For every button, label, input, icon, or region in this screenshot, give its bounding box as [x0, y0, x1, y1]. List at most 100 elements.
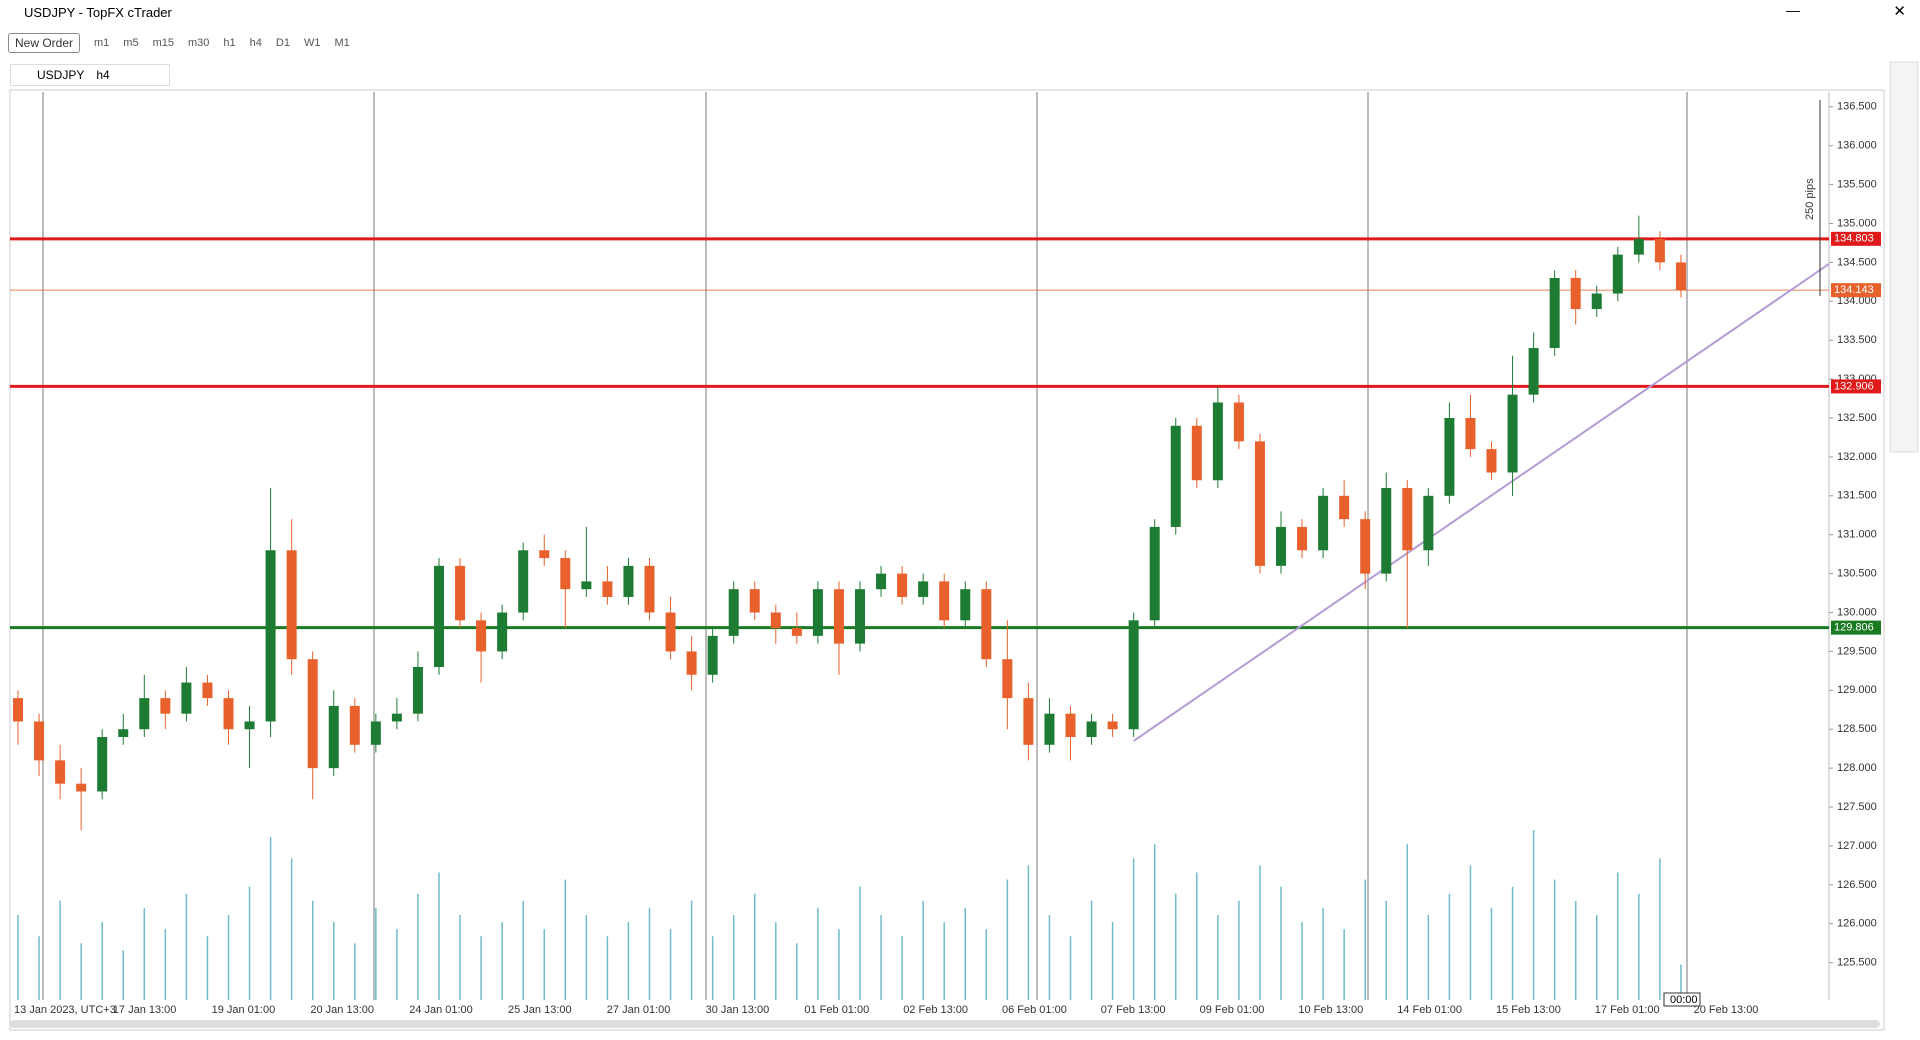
new-order-button[interactable]: New Order [8, 33, 81, 53]
candle-body [497, 612, 508, 652]
crosshair-box [1663, 992, 1701, 1007]
candle-body [602, 581, 613, 597]
candle-body [1191, 425, 1202, 481]
candle-body [1486, 449, 1497, 473]
drawing-toolbar [1889, 61, 1919, 453]
scrollbar [10, 1020, 1880, 1028]
candle-body [328, 705, 339, 769]
timeframe-button[interactable]: m30 [187, 37, 210, 49]
price-level-box [1831, 379, 1881, 394]
close[interactable]: ✕ [1893, 3, 1906, 20]
candle-body [13, 698, 23, 722]
y-tick-label: 126.000 [1837, 918, 1877, 930]
chart-frame [9, 89, 1885, 1031]
candle-body [181, 682, 192, 714]
x-tick-label: 20 Jan 13:00 [310, 1004, 374, 1016]
timeframe-button[interactable]: h1 [223, 37, 236, 49]
y-tick-label: 132.500 [1837, 412, 1877, 424]
candle-body [1570, 277, 1581, 310]
candle-body [1254, 441, 1265, 566]
candle-body [1128, 620, 1139, 730]
x-tick-label: 06 Feb 01:00 [1002, 1004, 1067, 1016]
candle-body [370, 721, 381, 745]
candle-body [1591, 293, 1602, 310]
x-tick-label: 17 Jan 13:00 [113, 1004, 177, 1016]
candle-body [1318, 495, 1329, 551]
candle-body [244, 721, 255, 730]
candle-body [349, 705, 360, 745]
candle-body [855, 589, 865, 644]
x-tick-label: 20 Feb 13:00 [1694, 1004, 1759, 1016]
price-level-box [1831, 283, 1881, 298]
candle-body [1633, 239, 1644, 255]
minimize[interactable]: — [1786, 2, 1800, 18]
candle-body [139, 698, 150, 730]
timeframe-button[interactable]: m1 [94, 37, 110, 49]
candle-body [1549, 277, 1560, 348]
candle-body [160, 698, 171, 714]
y-tick-label: 131.500 [1837, 490, 1877, 502]
candle-body [34, 721, 45, 761]
candle-body [1065, 713, 1076, 738]
candle-body [1444, 418, 1455, 496]
price-level-label: 129.806 [1834, 622, 1874, 634]
candle-body [223, 698, 234, 730]
timeframe-button[interactable]: M1 [334, 37, 350, 49]
candle-body [1360, 519, 1371, 574]
x-tick-label: 24 Jan 01:00 [409, 1004, 473, 1016]
candle-body [412, 666, 423, 714]
x-tick-label: 25 Jan 13:00 [508, 1004, 572, 1016]
y-tick-label: 133.500 [1837, 334, 1877, 346]
candle-body [1423, 495, 1434, 551]
candle-body [1654, 239, 1665, 263]
candle-body [76, 783, 87, 792]
candle-body [644, 565, 655, 613]
candle-body [1107, 721, 1118, 730]
candle-body [812, 589, 823, 636]
candle-body [791, 628, 802, 636]
y-tick-label: 136.500 [1837, 101, 1877, 113]
price-level-label: 134.803 [1834, 233, 1874, 245]
candle-body [876, 573, 887, 590]
candle-body [939, 581, 950, 621]
candle-body [918, 581, 929, 597]
candle-body [707, 635, 718, 675]
candle-body [770, 612, 781, 629]
candle-body [623, 565, 634, 597]
timeframe-button[interactable]: h4 [249, 37, 262, 49]
chart-tab[interactable]: USDJPY h4 [10, 64, 170, 86]
x-tick-label: 30 Jan 13:00 [706, 1004, 770, 1016]
y-tick-label: 127.500 [1837, 801, 1877, 813]
timeframe-button[interactable]: W1 [303, 37, 321, 49]
candle-body [686, 651, 697, 675]
candle-body [1002, 659, 1013, 699]
y-tick-label: 127.000 [1837, 840, 1877, 852]
y-tick-label: 129.000 [1837, 684, 1877, 696]
y-tick-label: 132.000 [1837, 451, 1877, 463]
candle-body [560, 558, 571, 590]
crosshair-label: 00:00 [1670, 994, 1698, 1006]
candle-body [833, 589, 844, 644]
x-tick-label: 01 Feb 01:00 [804, 1004, 869, 1016]
y-tick-label: 130.000 [1837, 606, 1877, 618]
candle-body [518, 550, 529, 613]
candle-body [1086, 721, 1097, 738]
candle-body [455, 565, 466, 621]
candle-body [539, 550, 550, 559]
timeframe-button[interactable]: D1 [275, 37, 290, 49]
candle-body [749, 589, 760, 613]
timeframe-button[interactable]: m15 [152, 37, 174, 49]
y-tick-label: 130.500 [1837, 568, 1877, 580]
candle-body [1212, 402, 1223, 481]
candle-body [202, 682, 213, 699]
candle-body [1465, 418, 1476, 450]
candle-body [897, 573, 908, 597]
x-tick-label: 15 Feb 13:00 [1496, 1004, 1561, 1016]
timeframe-button[interactable]: m5 [123, 37, 139, 49]
y-tick-label: 134.500 [1837, 256, 1877, 268]
candle-body [307, 659, 318, 769]
x-tick-label: 13 Jan 2023, UTC+3 [14, 1004, 116, 1016]
x-tick-label: 17 Feb 01:00 [1595, 1004, 1660, 1016]
candle-body [97, 737, 108, 792]
